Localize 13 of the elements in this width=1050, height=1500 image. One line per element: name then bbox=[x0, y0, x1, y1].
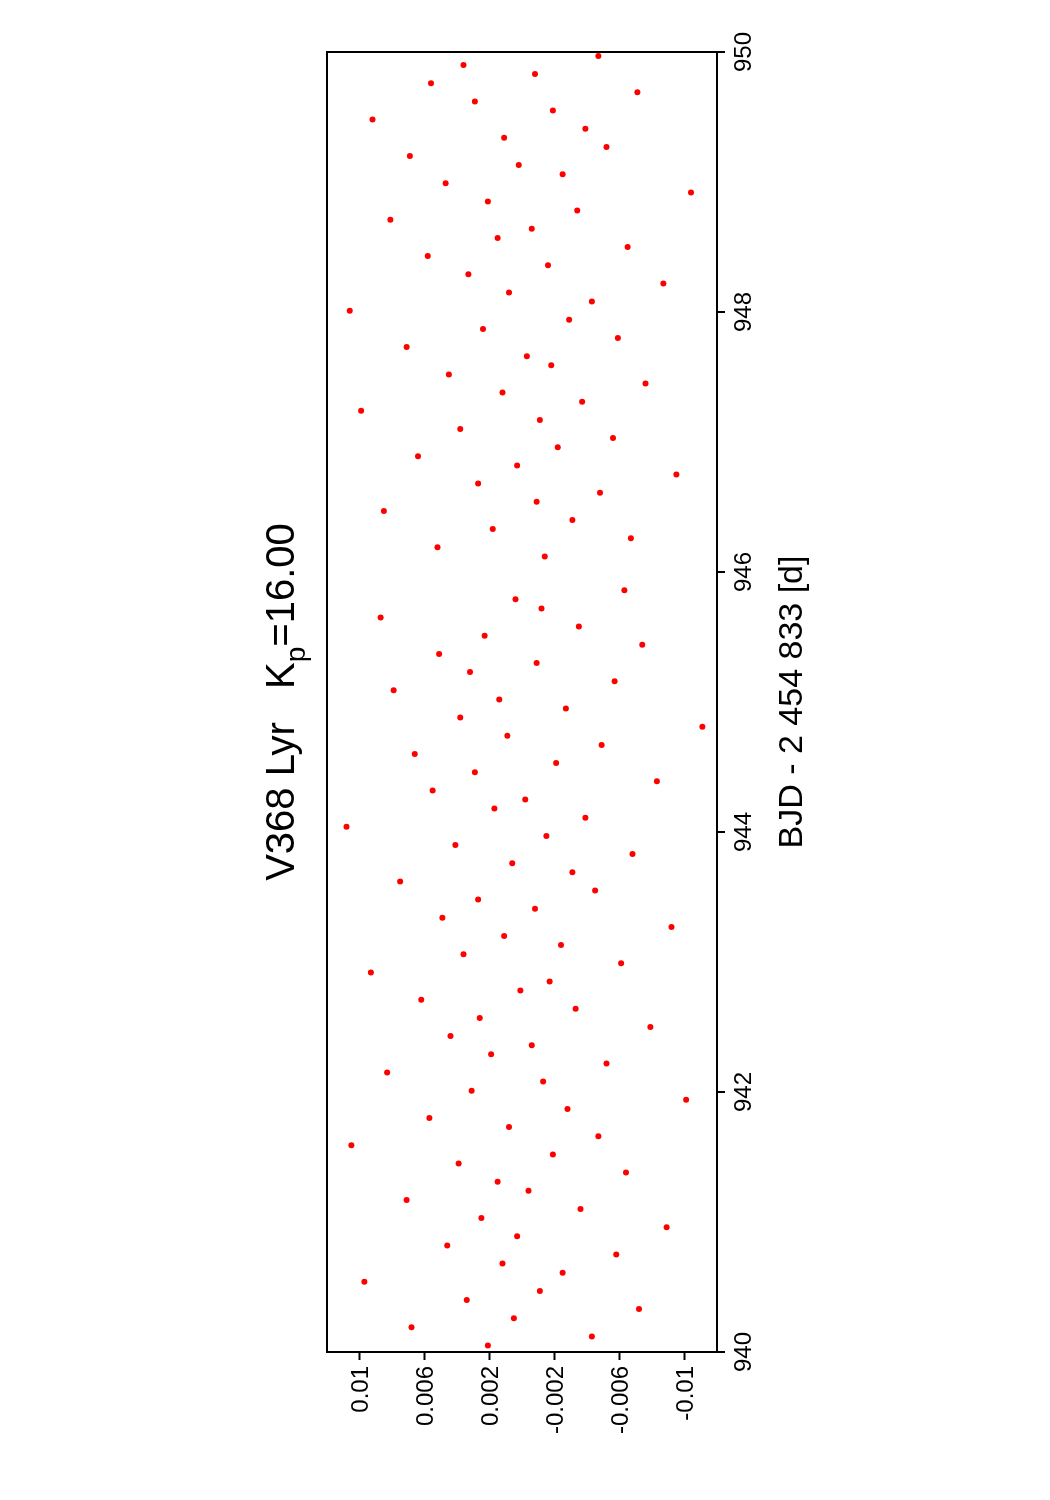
x-tick-label: 0.006 bbox=[411, 1366, 438, 1427]
y-tick-label: 942 bbox=[728, 1071, 756, 1113]
y-tick-label: 944 bbox=[728, 811, 756, 853]
y-tick-label: 948 bbox=[728, 291, 756, 333]
x-tick-label: -0.006 bbox=[606, 1366, 633, 1435]
x-tick-label: -0.002 bbox=[541, 1366, 568, 1435]
y-tick-label: 946 bbox=[728, 551, 756, 593]
x-tick-label: -0.01 bbox=[671, 1366, 698, 1421]
x-tick-label: 0.01 bbox=[346, 1366, 373, 1413]
x-tick-label: 0.002 bbox=[476, 1366, 503, 1427]
y-axis-title: BJD - 2 454 833 [d] bbox=[771, 555, 809, 849]
y-tick-label: 950 bbox=[728, 31, 756, 73]
y-tick-label: 940 bbox=[728, 1331, 756, 1373]
